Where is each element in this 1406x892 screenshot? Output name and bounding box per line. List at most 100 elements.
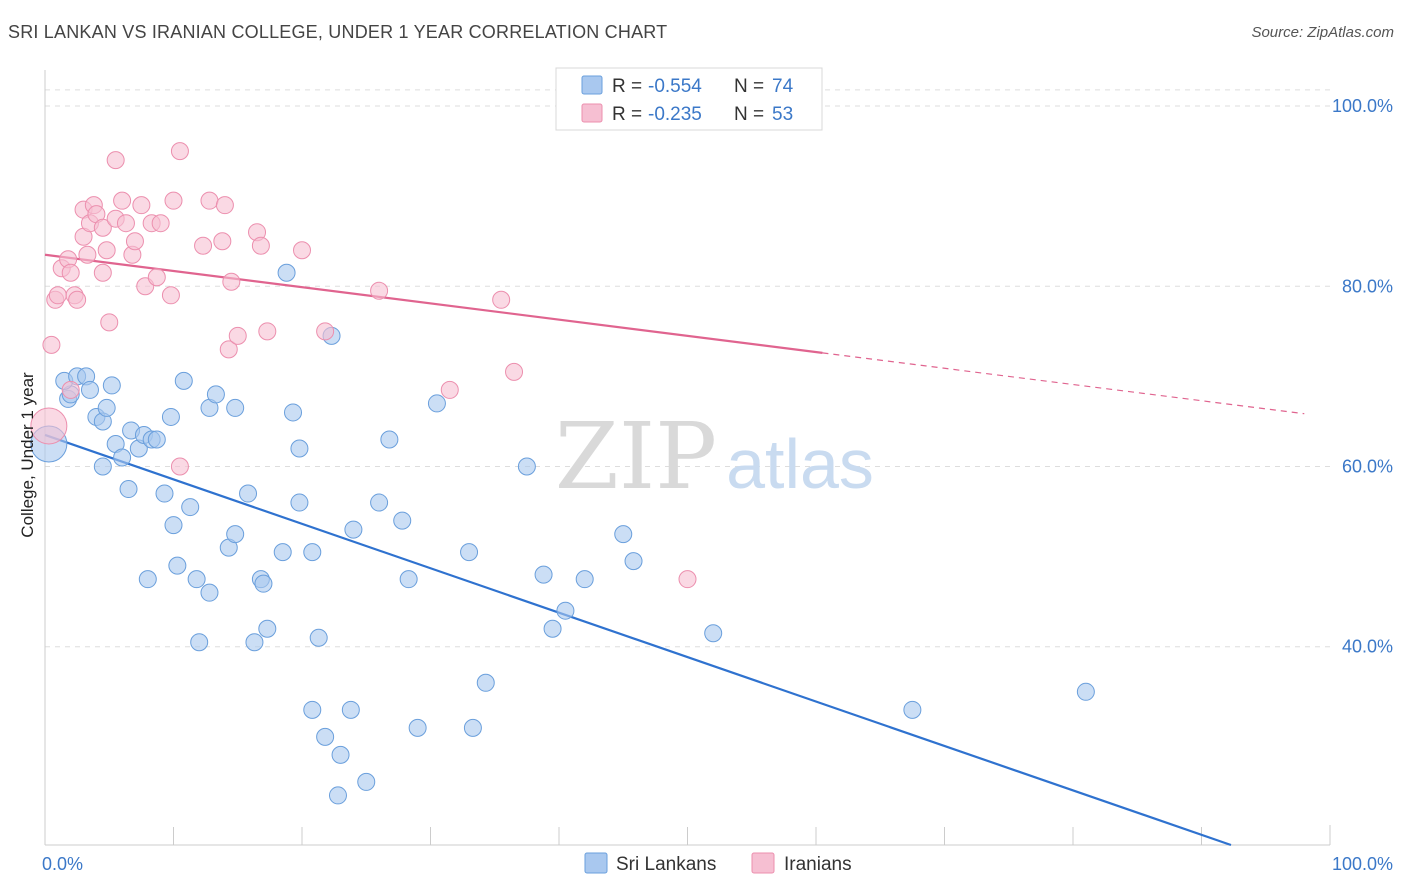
sri-lankans-point <box>93 457 112 476</box>
x-tick-label: 100.0% <box>1332 854 1393 874</box>
iranians-point <box>219 340 238 359</box>
sri-lankans-point <box>147 430 166 449</box>
iranians-point <box>222 272 241 291</box>
iranians-point <box>200 191 219 210</box>
iranians-point <box>492 290 511 309</box>
legend-swatch-iranians <box>581 103 603 123</box>
chart-title: SRI LANKAN VS IRANIAN COLLEGE, UNDER 1 Y… <box>8 22 668 42</box>
sri-lankans-point <box>328 786 347 805</box>
iranians-point <box>30 407 68 445</box>
legend-r-label-2: R = <box>612 104 642 125</box>
sri-lankans-point <box>200 583 219 602</box>
iranians-trend-line <box>44 253 823 354</box>
iranians-point <box>213 232 232 251</box>
sri-lankans-point <box>226 525 245 544</box>
iranians-point <box>258 322 277 341</box>
iranians-point <box>113 191 132 210</box>
sri-lankans-point <box>226 398 245 417</box>
sri-lankans-point <box>164 516 183 535</box>
y-tick-label: 80.0% <box>1342 276 1393 296</box>
sri-lankans-point <box>341 700 360 719</box>
sri-lankans-point <box>277 263 296 282</box>
iranians-point <box>48 286 67 305</box>
sri-lankans-point <box>1076 682 1095 701</box>
sri-lankans-point <box>97 398 116 417</box>
legend: R = -0.554 N = 74 R = -0.235 N = 53 <box>555 67 823 131</box>
iranians-point <box>194 236 213 255</box>
iranians-point <box>132 196 151 215</box>
iranians-point <box>106 151 125 170</box>
iranians-point <box>228 326 247 345</box>
iranians-point <box>170 142 189 161</box>
sri-lankans-point <box>138 570 157 589</box>
iranians-point <box>164 191 183 210</box>
sri-lankans-point <box>80 380 99 399</box>
watermark-zip: ZIP <box>555 403 717 510</box>
sri-lankans-point <box>239 484 258 503</box>
sri-lankans-point <box>254 574 273 593</box>
bottom-legend-swatch-sri-lankans <box>584 852 608 874</box>
sri-lankans-point <box>575 570 594 589</box>
legend-n-label-1: N = <box>734 76 764 97</box>
iranians-point <box>100 313 119 332</box>
grid-lines <box>45 89 1330 648</box>
iranians-point <box>116 214 135 233</box>
sri-lankans-point <box>273 543 292 562</box>
sri-lankans-point <box>408 718 427 737</box>
y-tick-label: 40.0% <box>1342 637 1393 657</box>
sri-lankans-point <box>155 484 174 503</box>
iranians-point <box>370 281 389 300</box>
sri-lankans-point <box>517 457 536 476</box>
x-tick-label: 0.0% <box>42 854 83 874</box>
iranians-point <box>61 380 80 399</box>
legend-n-label-2: N = <box>734 104 764 125</box>
sri-lankans-point <box>113 448 132 467</box>
sri-lankans-point <box>370 493 389 512</box>
sri-lankans-trend-line <box>44 433 1232 847</box>
sri-lankans-point <box>357 772 376 791</box>
iranians-point <box>251 236 270 255</box>
legend-r-value-1: -0.554 <box>648 76 702 97</box>
iranians-point <box>125 232 144 251</box>
sri-lankans-point <box>316 727 335 746</box>
sri-lankans-point <box>290 493 309 512</box>
iranians-point <box>161 286 180 305</box>
sri-lankans-point <box>174 371 193 390</box>
iranians-point <box>440 380 459 399</box>
iranians-point <box>78 245 97 264</box>
iranians-point <box>97 241 116 260</box>
sri-lankans-point <box>427 394 446 413</box>
iranians-point <box>678 570 697 589</box>
sri-lankans-point <box>284 403 303 422</box>
sri-lankans-point <box>476 673 495 692</box>
sri-lankans-point <box>556 601 575 620</box>
bottom-legend-label-sri-lankans: Sri Lankans <box>616 854 716 875</box>
iranians-point <box>170 457 189 476</box>
data-points <box>30 92 1095 805</box>
bottom-legend: Sri Lankans Iranians <box>584 852 852 875</box>
bottom-legend-swatch-iranians <box>751 852 775 874</box>
sri-lankans-point <box>393 511 412 530</box>
sri-lankans-point <box>187 570 206 589</box>
sri-lankans-point <box>303 700 322 719</box>
iranians-point <box>147 268 166 287</box>
source-label: Source: ZipAtlas.com <box>1251 24 1394 41</box>
sri-lankans-point <box>258 619 277 638</box>
sri-lankans-point <box>331 745 350 764</box>
legend-n-value-2: 53 <box>772 104 793 125</box>
sri-lankans-point <box>245 633 264 652</box>
iranians-point <box>93 263 112 282</box>
iranians-point <box>42 335 61 354</box>
iranians-point <box>293 241 311 260</box>
sri-lankans-point <box>614 525 633 544</box>
trend-lines <box>44 253 1305 847</box>
sri-lankans-point <box>704 624 723 643</box>
y-tick-label: 60.0% <box>1342 457 1393 477</box>
sri-lankans-point <box>380 430 399 449</box>
iranians-point <box>151 214 170 233</box>
iranians-point <box>61 263 80 282</box>
sri-lankans-point <box>190 633 209 652</box>
iranians-point <box>93 218 112 237</box>
legend-r-value-2: -0.235 <box>648 104 702 125</box>
